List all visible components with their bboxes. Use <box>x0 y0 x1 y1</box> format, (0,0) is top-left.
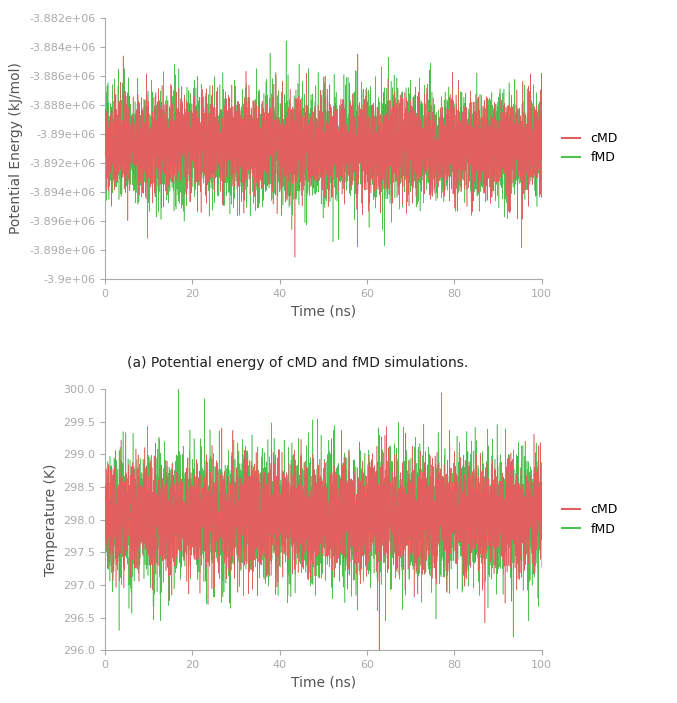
fMD <box>538 124 546 133</box>
cMD <box>101 129 109 138</box>
Y-axis label: Temperature (K): Temperature (K) <box>43 463 58 576</box>
cMD <box>383 423 391 431</box>
fMD <box>180 98 188 106</box>
cMD <box>180 527 188 535</box>
fMD <box>509 633 517 642</box>
fMD <box>385 191 393 199</box>
cMD <box>354 50 362 58</box>
cMD <box>180 126 188 134</box>
cMD <box>385 523 393 531</box>
fMD <box>175 372 183 380</box>
cMD <box>538 516 546 524</box>
Line: fMD: fMD <box>105 41 542 248</box>
Text: (a) Potential energy of cMD and fMD simulations.: (a) Potential energy of cMD and fMD simu… <box>127 356 468 370</box>
X-axis label: Time (ns): Time (ns) <box>290 304 356 318</box>
cMD <box>375 650 383 658</box>
fMD <box>268 538 276 547</box>
fMD <box>101 153 109 161</box>
fMD <box>538 563 546 572</box>
cMD <box>291 253 299 262</box>
cMD <box>363 472 371 480</box>
cMD <box>427 188 435 197</box>
cMD <box>363 186 371 194</box>
cMD <box>538 161 546 169</box>
fMD <box>101 517 109 525</box>
cMD <box>267 505 276 514</box>
fMD <box>363 479 371 488</box>
cMD <box>101 530 109 538</box>
fMD <box>517 244 525 252</box>
cMD <box>267 101 276 110</box>
fMD <box>427 145 435 153</box>
fMD <box>363 87 371 96</box>
cMD <box>460 518 468 527</box>
fMD <box>427 541 435 549</box>
fMD <box>385 535 393 543</box>
fMD <box>267 196 276 205</box>
Y-axis label: Potential Energy (kJ/mol): Potential Energy (kJ/mol) <box>9 63 24 234</box>
Line: cMD: cMD <box>105 54 542 257</box>
fMD <box>460 484 468 493</box>
fMD <box>180 517 188 525</box>
Legend: cMD, fMD: cMD, fMD <box>556 127 623 169</box>
cMD <box>385 117 393 125</box>
cMD <box>460 105 468 113</box>
Line: cMD: cMD <box>105 427 542 654</box>
Legend: cMD, fMD: cMD, fMD <box>556 498 623 541</box>
X-axis label: Time (ns): Time (ns) <box>290 676 356 690</box>
Line: fMD: fMD <box>105 376 542 638</box>
fMD <box>282 37 290 45</box>
cMD <box>427 472 435 481</box>
fMD <box>460 127 468 136</box>
